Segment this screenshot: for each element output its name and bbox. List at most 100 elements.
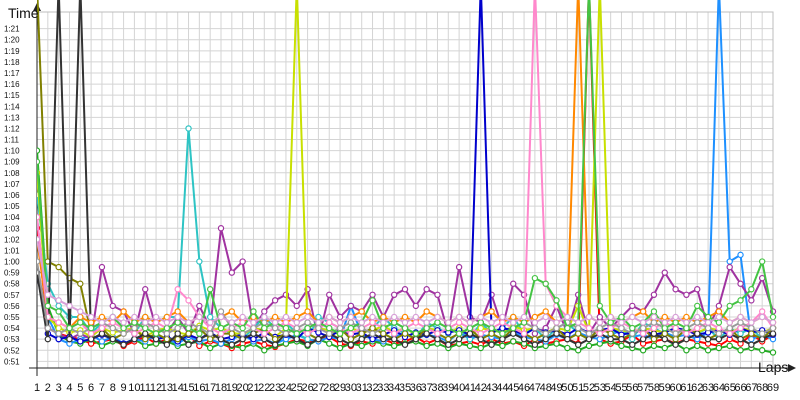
data-point — [650, 342, 658, 350]
data-point — [607, 313, 614, 321]
data-point — [358, 324, 365, 332]
data-point — [293, 335, 300, 343]
y-tick-label: 1:21 — [4, 25, 20, 34]
data-point — [152, 330, 160, 337]
data-point — [758, 335, 766, 343]
x-tick-label: 56 — [626, 382, 638, 394]
data-point — [542, 313, 549, 321]
data-point — [369, 319, 376, 326]
data-point — [672, 330, 679, 337]
data-point — [271, 313, 279, 321]
data-point — [769, 324, 777, 332]
x-tick-label: 10 — [128, 382, 140, 394]
data-point — [326, 330, 333, 337]
data-point — [564, 344, 571, 352]
data-point — [55, 324, 62, 332]
x-axis-arrow — [788, 364, 796, 372]
x-tick-label: 42 — [475, 382, 487, 394]
y-tick-label: 0:58 — [4, 280, 20, 289]
data-point — [434, 291, 441, 299]
y-tick-label: 0:53 — [4, 335, 20, 344]
data-point — [347, 319, 355, 326]
data-point — [55, 330, 62, 337]
data-point — [629, 335, 636, 343]
x-tick-label: 25 — [291, 382, 303, 394]
data-point — [261, 341, 268, 348]
data-point — [510, 319, 517, 326]
data-point — [326, 291, 333, 299]
x-tick-label: 53 — [594, 382, 606, 394]
data-point — [293, 330, 300, 337]
data-point — [174, 319, 181, 326]
data-point — [380, 335, 387, 343]
x-tick-label: 66 — [734, 382, 746, 394]
data-point — [694, 330, 701, 337]
data-point — [261, 308, 268, 315]
data-point — [174, 313, 181, 321]
data-point — [206, 330, 214, 337]
y-tick-label: 1:12 — [4, 124, 20, 133]
data-point — [185, 330, 192, 337]
data-point — [228, 319, 236, 326]
data-point — [650, 330, 658, 337]
data-point — [748, 324, 755, 332]
data-point — [499, 319, 506, 326]
data-point — [737, 324, 744, 332]
data-point — [358, 330, 365, 337]
data-point — [87, 335, 95, 343]
data-point — [574, 341, 582, 348]
data-point — [217, 313, 225, 321]
data-point — [185, 324, 192, 332]
data-point — [639, 308, 647, 315]
data-point — [304, 313, 311, 321]
y-tick-label: 0:55 — [4, 313, 20, 322]
data-point — [488, 319, 495, 326]
data-point — [369, 297, 376, 304]
y-axis-title: Time — [8, 5, 39, 21]
data-point — [282, 324, 290, 332]
data-point — [239, 258, 246, 265]
data-point — [542, 335, 549, 343]
data-point — [282, 330, 290, 337]
data-point — [206, 335, 214, 343]
data-point — [293, 313, 300, 321]
data-point — [661, 324, 668, 332]
x-tick-label: 14 — [172, 382, 184, 394]
data-point — [196, 302, 203, 310]
data-point — [142, 330, 149, 337]
data-point — [542, 280, 549, 287]
data-point — [520, 330, 528, 337]
data-point — [185, 125, 192, 132]
x-tick-label: 37 — [421, 382, 433, 394]
x-tick-label: 55 — [615, 382, 627, 394]
data-point — [661, 344, 668, 352]
data-point — [758, 258, 766, 265]
data-point — [98, 338, 106, 345]
data-point — [217, 324, 225, 332]
data-point — [769, 330, 777, 337]
data-point — [531, 313, 539, 321]
y-tick-label: 0:57 — [4, 291, 20, 300]
data-point — [488, 330, 495, 337]
x-tick-label: 18 — [215, 382, 227, 394]
data-point — [661, 319, 668, 326]
data-point — [163, 341, 171, 348]
data-point — [228, 324, 236, 332]
data-point — [271, 341, 279, 348]
data-point — [271, 319, 279, 326]
data-point — [650, 335, 658, 343]
data-point — [152, 319, 160, 326]
x-tick-label: 64 — [713, 382, 725, 394]
x-tick-label: 48 — [540, 382, 552, 394]
data-point — [553, 330, 560, 337]
data-point — [477, 335, 484, 343]
data-point — [315, 335, 322, 343]
data-point — [77, 330, 84, 337]
data-point — [369, 335, 376, 343]
data-point — [650, 324, 658, 332]
axes — [29, 3, 796, 376]
data-point — [336, 330, 344, 337]
x-tick-label: 2 — [45, 382, 51, 394]
data-point — [131, 335, 138, 343]
